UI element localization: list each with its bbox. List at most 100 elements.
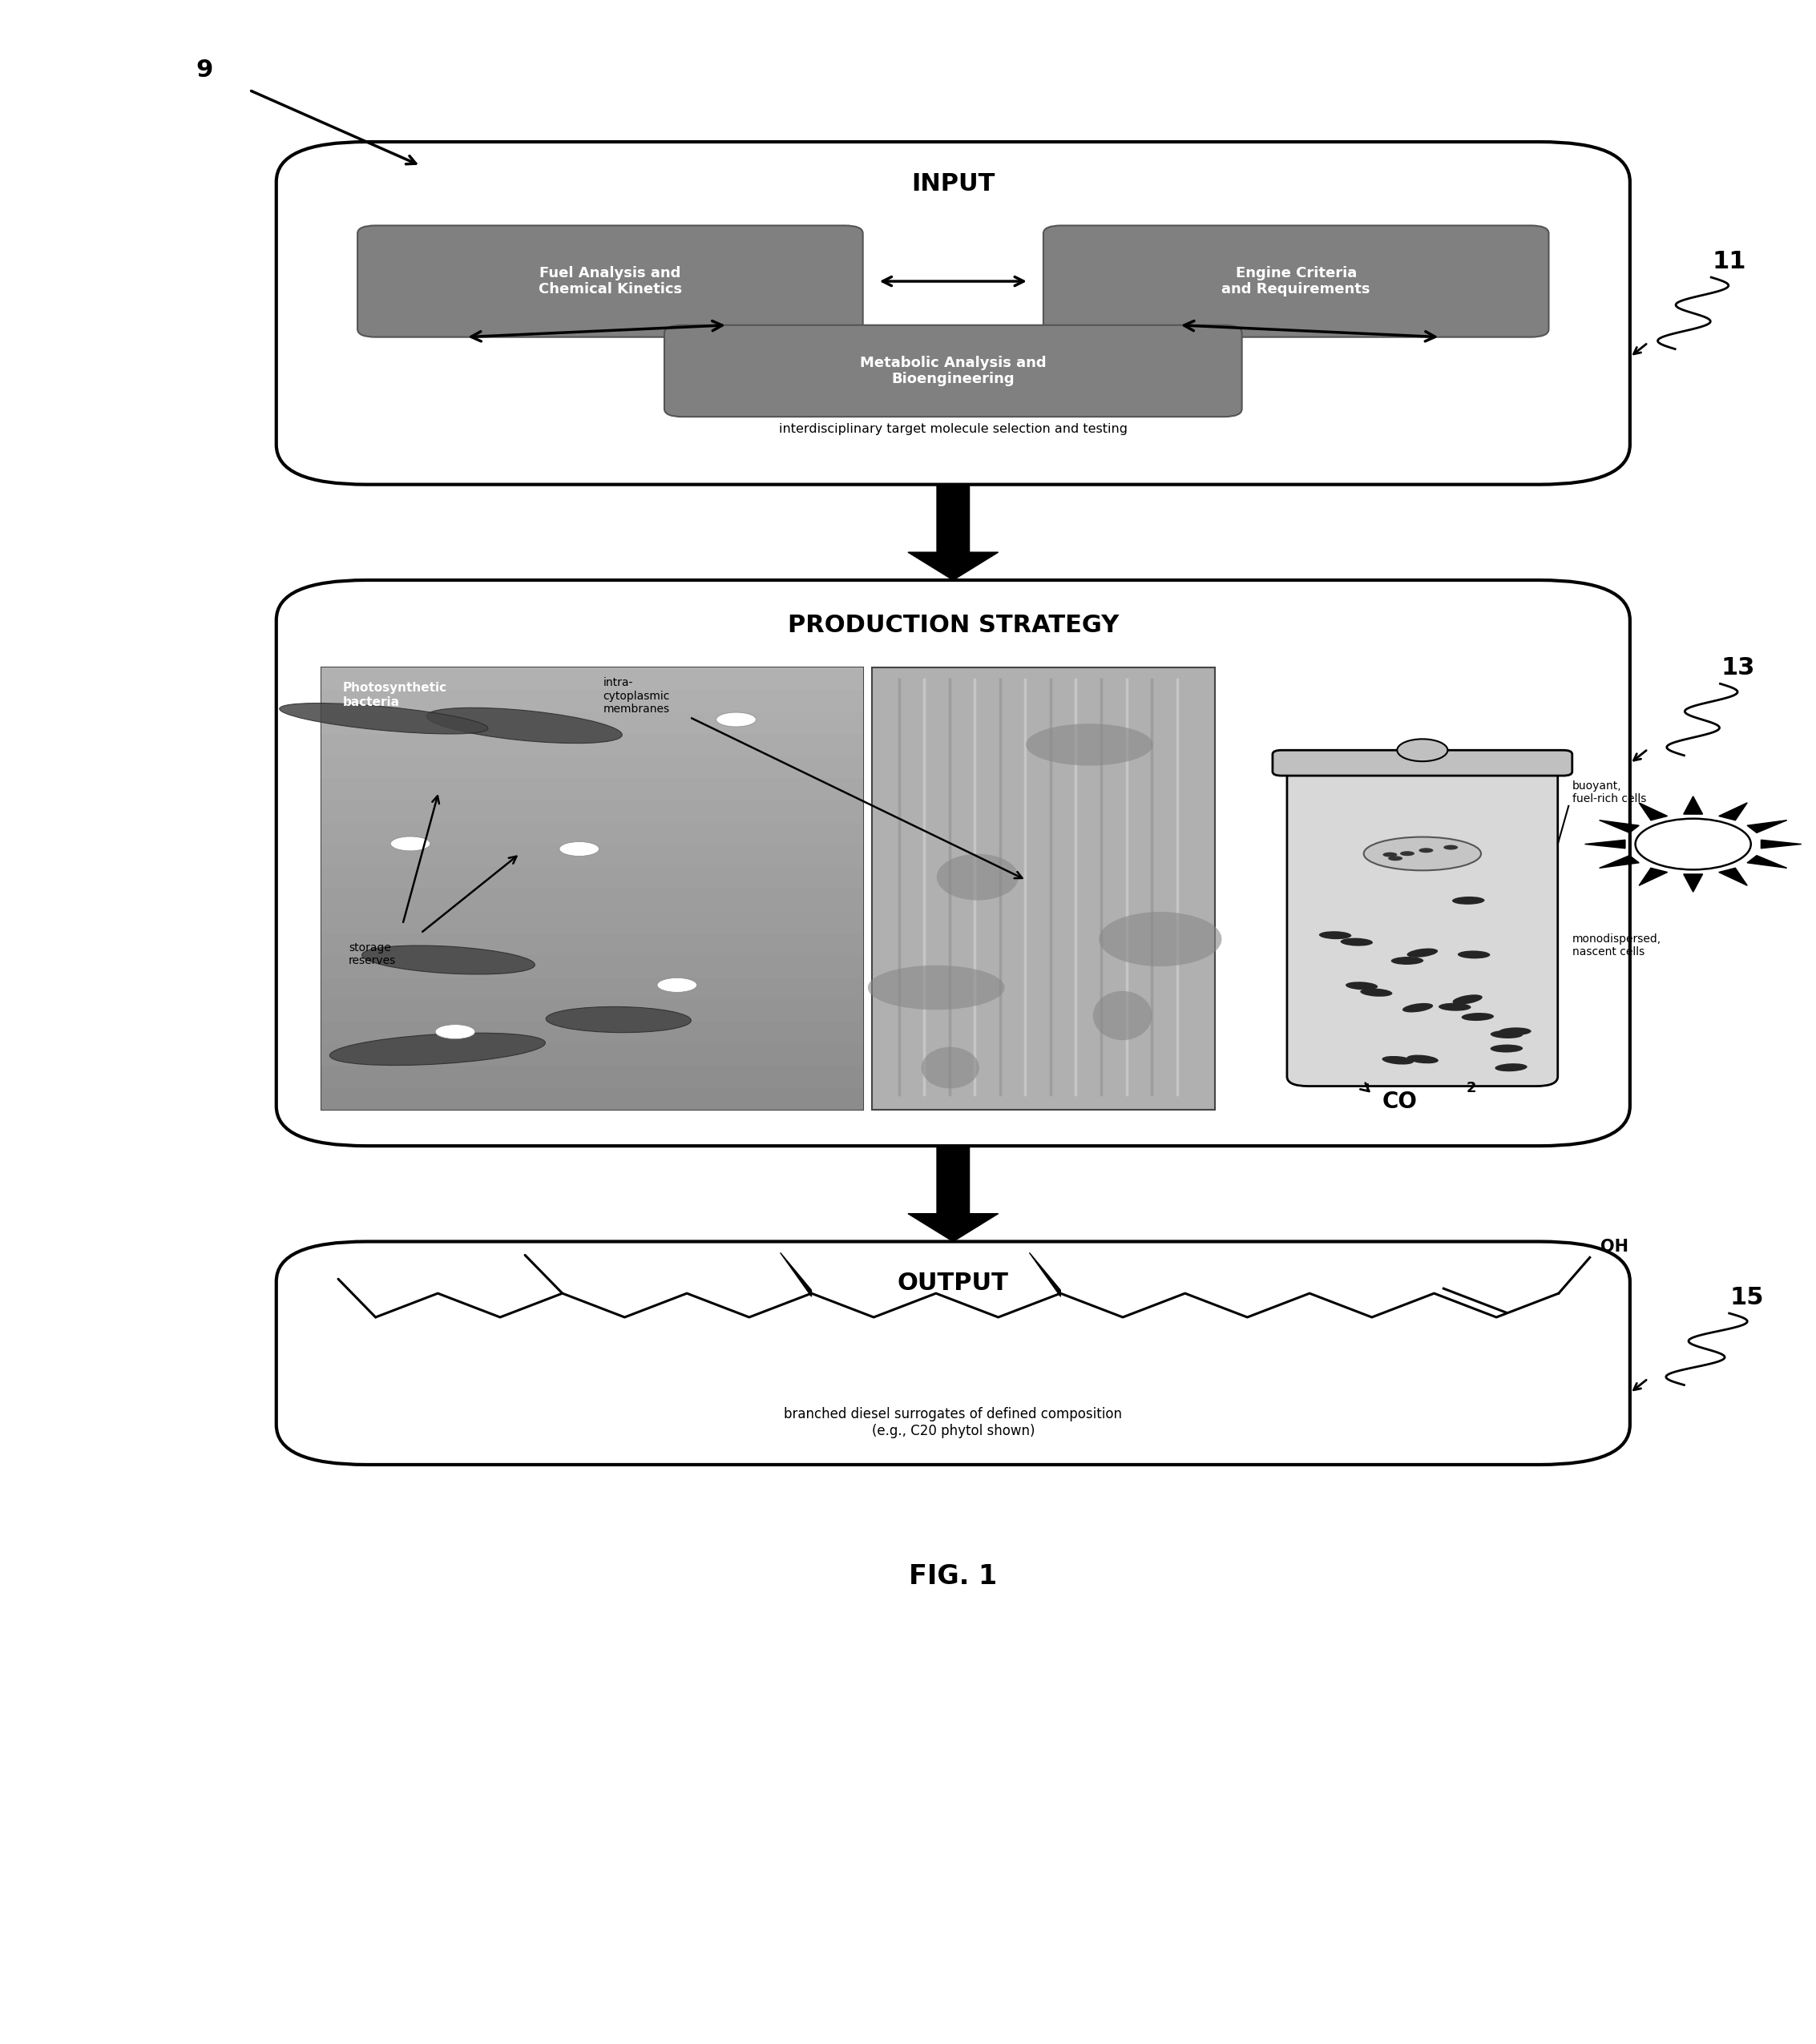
Text: CO: CO — [1382, 1089, 1416, 1112]
Text: 13: 13 — [1722, 656, 1756, 679]
Polygon shape — [1600, 856, 1640, 869]
Text: storage
reserves: storage reserves — [349, 942, 396, 967]
Ellipse shape — [436, 1024, 476, 1038]
Ellipse shape — [280, 703, 489, 734]
Text: OUTPUT: OUTPUT — [897, 1271, 1008, 1296]
Ellipse shape — [1407, 948, 1438, 957]
Polygon shape — [1600, 820, 1640, 832]
FancyBboxPatch shape — [321, 822, 863, 844]
FancyBboxPatch shape — [321, 1065, 863, 1087]
Polygon shape — [1762, 840, 1801, 848]
Text: branched diesel surrogates of defined composition
(e.g., C20 phytol shown): branched diesel surrogates of defined co… — [785, 1408, 1122, 1439]
Ellipse shape — [1491, 1030, 1524, 1038]
Text: buoyant,
fuel-rich cells: buoyant, fuel-rich cells — [1573, 781, 1647, 805]
FancyBboxPatch shape — [321, 668, 863, 691]
FancyBboxPatch shape — [321, 1022, 863, 1044]
Ellipse shape — [427, 707, 623, 744]
FancyBboxPatch shape — [358, 225, 863, 337]
Ellipse shape — [716, 713, 755, 728]
Ellipse shape — [1453, 897, 1485, 905]
Text: Fuel Analysis and
Chemical Kinetics: Fuel Analysis and Chemical Kinetics — [538, 266, 683, 296]
FancyBboxPatch shape — [321, 867, 863, 889]
Ellipse shape — [1026, 724, 1153, 766]
Ellipse shape — [1418, 848, 1433, 852]
Polygon shape — [1640, 803, 1667, 820]
Circle shape — [1636, 820, 1751, 869]
Ellipse shape — [1498, 1028, 1531, 1036]
Ellipse shape — [657, 977, 697, 991]
Polygon shape — [1030, 1253, 1061, 1296]
FancyBboxPatch shape — [321, 711, 863, 734]
Ellipse shape — [937, 854, 1019, 899]
FancyBboxPatch shape — [321, 912, 863, 934]
Text: 2: 2 — [1467, 1081, 1476, 1096]
Polygon shape — [1718, 869, 1747, 885]
Circle shape — [1397, 740, 1447, 760]
Ellipse shape — [1099, 912, 1222, 967]
FancyBboxPatch shape — [872, 668, 1215, 1110]
Ellipse shape — [1364, 836, 1482, 871]
Ellipse shape — [1453, 995, 1482, 1004]
FancyBboxPatch shape — [276, 1241, 1631, 1466]
Text: Metabolic Analysis and
Bioengineering: Metabolic Analysis and Bioengineering — [861, 356, 1046, 386]
FancyBboxPatch shape — [321, 889, 863, 912]
Ellipse shape — [1462, 1012, 1495, 1020]
Ellipse shape — [1444, 844, 1458, 850]
Ellipse shape — [1382, 1057, 1415, 1065]
Polygon shape — [908, 484, 999, 580]
FancyBboxPatch shape — [665, 325, 1242, 417]
Ellipse shape — [1346, 981, 1378, 989]
Text: 15: 15 — [1731, 1286, 1765, 1308]
FancyBboxPatch shape — [276, 141, 1631, 484]
Ellipse shape — [1458, 950, 1491, 959]
FancyBboxPatch shape — [321, 756, 863, 779]
Text: intra-
cytoplasmic
membranes: intra- cytoplasmic membranes — [603, 677, 670, 715]
Ellipse shape — [1387, 856, 1402, 861]
Ellipse shape — [1402, 1004, 1433, 1012]
FancyBboxPatch shape — [321, 691, 863, 711]
Ellipse shape — [868, 965, 1004, 1010]
Ellipse shape — [559, 842, 599, 856]
Ellipse shape — [1093, 991, 1151, 1040]
Text: 11: 11 — [1712, 249, 1747, 274]
FancyBboxPatch shape — [1288, 769, 1558, 1085]
Ellipse shape — [1491, 1044, 1524, 1053]
Ellipse shape — [1318, 932, 1351, 940]
Polygon shape — [1718, 803, 1747, 820]
Ellipse shape — [1360, 989, 1393, 997]
Polygon shape — [1640, 869, 1667, 885]
Text: Engine Criteria
and Requirements: Engine Criteria and Requirements — [1222, 266, 1371, 296]
Ellipse shape — [1391, 957, 1424, 965]
Polygon shape — [908, 1147, 999, 1241]
FancyBboxPatch shape — [321, 934, 863, 955]
Ellipse shape — [1340, 938, 1373, 946]
FancyBboxPatch shape — [1273, 750, 1573, 775]
FancyBboxPatch shape — [321, 977, 863, 1000]
FancyBboxPatch shape — [321, 955, 863, 977]
Polygon shape — [1747, 820, 1787, 832]
FancyBboxPatch shape — [321, 801, 863, 822]
Text: FIG. 1: FIG. 1 — [910, 1564, 997, 1590]
Ellipse shape — [361, 946, 536, 975]
Text: 9: 9 — [196, 59, 212, 82]
Polygon shape — [781, 1253, 812, 1296]
Ellipse shape — [1400, 850, 1415, 856]
Polygon shape — [1683, 875, 1703, 891]
FancyBboxPatch shape — [321, 1044, 863, 1065]
Ellipse shape — [390, 836, 430, 850]
Text: interdisciplinary target molecule selection and testing: interdisciplinary target molecule select… — [779, 423, 1128, 435]
Text: PRODUCTION STRATEGY: PRODUCTION STRATEGY — [788, 613, 1119, 638]
Ellipse shape — [1407, 1055, 1438, 1063]
Text: OH: OH — [1600, 1239, 1629, 1255]
Text: INPUT: INPUT — [912, 172, 995, 196]
Ellipse shape — [547, 1008, 692, 1032]
FancyBboxPatch shape — [276, 580, 1631, 1147]
FancyBboxPatch shape — [321, 668, 863, 1110]
Polygon shape — [1585, 840, 1625, 848]
Ellipse shape — [331, 1032, 545, 1065]
FancyBboxPatch shape — [321, 734, 863, 756]
Ellipse shape — [1495, 1063, 1527, 1071]
Polygon shape — [1683, 797, 1703, 814]
Polygon shape — [1747, 856, 1787, 869]
Ellipse shape — [921, 1047, 979, 1089]
